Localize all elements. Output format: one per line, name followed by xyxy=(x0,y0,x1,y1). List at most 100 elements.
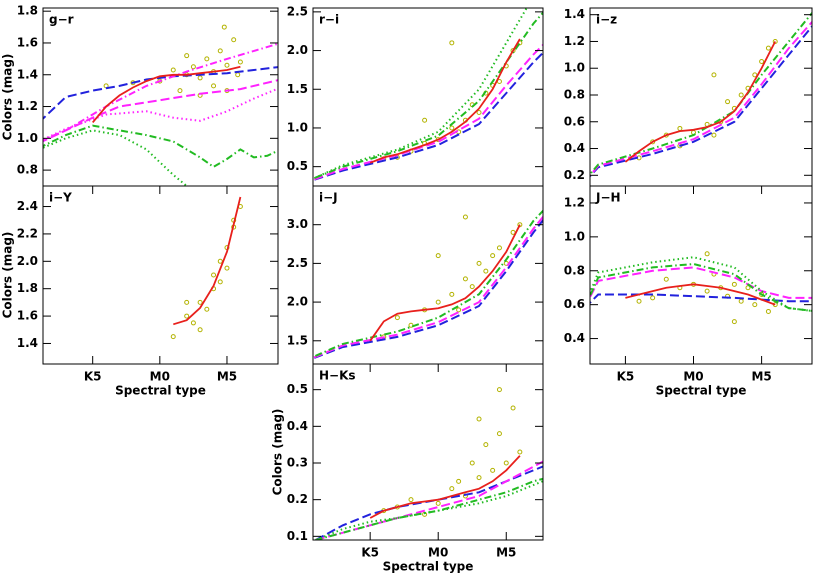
data-point xyxy=(224,62,230,68)
model-line xyxy=(315,460,543,540)
data-point xyxy=(435,253,441,259)
data-point xyxy=(435,500,441,506)
plot-area xyxy=(590,251,812,325)
y-tick-label: 0.2 xyxy=(287,492,308,506)
data-point xyxy=(449,486,455,492)
data-point xyxy=(456,307,462,313)
data-point xyxy=(184,313,190,319)
plot-area xyxy=(43,24,278,186)
panel: g−r 0.8 1.0 1.2 1.4 1.6 1.8 Colors (mag) xyxy=(1,4,279,187)
y-tick-label: 1.4 xyxy=(17,67,38,81)
data-point xyxy=(204,56,210,62)
y-tick-label: 2.4 xyxy=(17,199,38,213)
axes-frame xyxy=(589,185,813,365)
panel: r−i 0.5 1.0 1.5 2.0 2.5 xyxy=(287,4,544,187)
data-point xyxy=(510,405,516,411)
panel: H−Ks 0.1 0.2 0.3 0.4 0.5 K5 M0 M5 Spectral type Co… xyxy=(271,363,544,574)
data-point xyxy=(170,334,176,340)
data-point xyxy=(462,214,468,220)
x-tick-label: M5 xyxy=(496,546,516,560)
model-line xyxy=(315,477,543,540)
data-point xyxy=(184,299,190,305)
y-tick-label: 2.5 xyxy=(287,256,308,270)
model-line xyxy=(625,283,776,306)
data-point xyxy=(197,327,203,333)
model-line xyxy=(313,43,543,181)
panel: i−J 1.5 2.0 2.5 3.0 xyxy=(287,185,544,365)
data-point xyxy=(170,67,176,73)
y-tick-label: 1.4 xyxy=(17,336,38,350)
model-line xyxy=(590,266,812,300)
data-point xyxy=(237,59,243,65)
model-line xyxy=(43,66,278,120)
y-tick-label: 0.6 xyxy=(564,114,585,128)
data-point xyxy=(759,59,765,65)
data-point xyxy=(184,53,190,59)
panel: i−Y 1.4 1.6 1.8 2.0 2.2 2.4 K5 M0 M5 Spectral type… xyxy=(1,185,279,398)
data-point xyxy=(496,431,502,437)
data-point xyxy=(449,291,455,297)
model-line xyxy=(173,196,242,326)
y-tick-label: 0.8 xyxy=(564,87,585,101)
axes-frame xyxy=(42,7,279,187)
y-tick-label: 1.8 xyxy=(17,281,38,295)
y-tick-label: 1.0 xyxy=(287,120,308,134)
data-point xyxy=(476,416,482,422)
data-point xyxy=(517,449,523,455)
y-tick-label: 1.5 xyxy=(287,82,308,96)
model-line xyxy=(369,224,521,342)
y-tick-label: 0.6 xyxy=(564,297,585,311)
data-point xyxy=(469,284,475,290)
model-line xyxy=(624,41,777,163)
data-point xyxy=(738,92,744,98)
x-tick-label: M0 xyxy=(428,546,448,560)
y-tick-label: 0.5 xyxy=(287,382,308,396)
data-point xyxy=(408,497,414,503)
data-point xyxy=(704,288,710,294)
y-tick-label: 0.4 xyxy=(287,419,308,433)
panel-label: J−H xyxy=(595,191,621,205)
model-line xyxy=(43,129,188,186)
data-point xyxy=(476,109,482,115)
data-point xyxy=(496,387,502,393)
y-tick-label: 2.0 xyxy=(17,254,38,268)
x-tick-label: M0 xyxy=(683,370,703,384)
data-point xyxy=(456,478,462,484)
x-axis-label: Spectral type xyxy=(656,384,747,398)
axes-frame xyxy=(312,363,544,541)
axes-frame xyxy=(312,185,544,365)
data-point xyxy=(490,253,496,259)
data-point xyxy=(711,72,717,78)
model-line xyxy=(43,87,278,141)
y-axis-label: Colors (mag) xyxy=(271,409,285,496)
y-tick-label: 0.8 xyxy=(17,163,38,177)
model-line xyxy=(590,24,812,178)
data-point xyxy=(197,299,203,305)
data-point xyxy=(476,475,482,481)
x-tick-label: K5 xyxy=(617,370,635,384)
model-line xyxy=(92,65,241,123)
data-point xyxy=(197,75,203,81)
y-tick-label: 1.5 xyxy=(287,333,308,347)
y-tick-label: 2.0 xyxy=(287,295,308,309)
x-tick-label: M5 xyxy=(217,370,237,384)
data-point xyxy=(469,460,475,466)
model-line xyxy=(590,293,812,305)
data-point xyxy=(490,467,496,473)
data-point xyxy=(394,315,400,321)
data-point xyxy=(231,37,237,43)
plot-area xyxy=(313,8,543,182)
y-tick-label: 1.2 xyxy=(564,34,585,48)
data-point xyxy=(731,281,737,287)
data-point xyxy=(704,251,710,257)
model-line xyxy=(43,124,278,169)
model-line xyxy=(369,455,521,519)
panel-label: i−Y xyxy=(49,191,72,205)
model-line xyxy=(313,51,543,182)
panel-label: i−z xyxy=(596,13,617,27)
plot-area xyxy=(170,196,243,340)
data-point xyxy=(765,308,771,314)
y-tick-label: 0.4 xyxy=(564,331,585,345)
data-point xyxy=(663,276,669,282)
